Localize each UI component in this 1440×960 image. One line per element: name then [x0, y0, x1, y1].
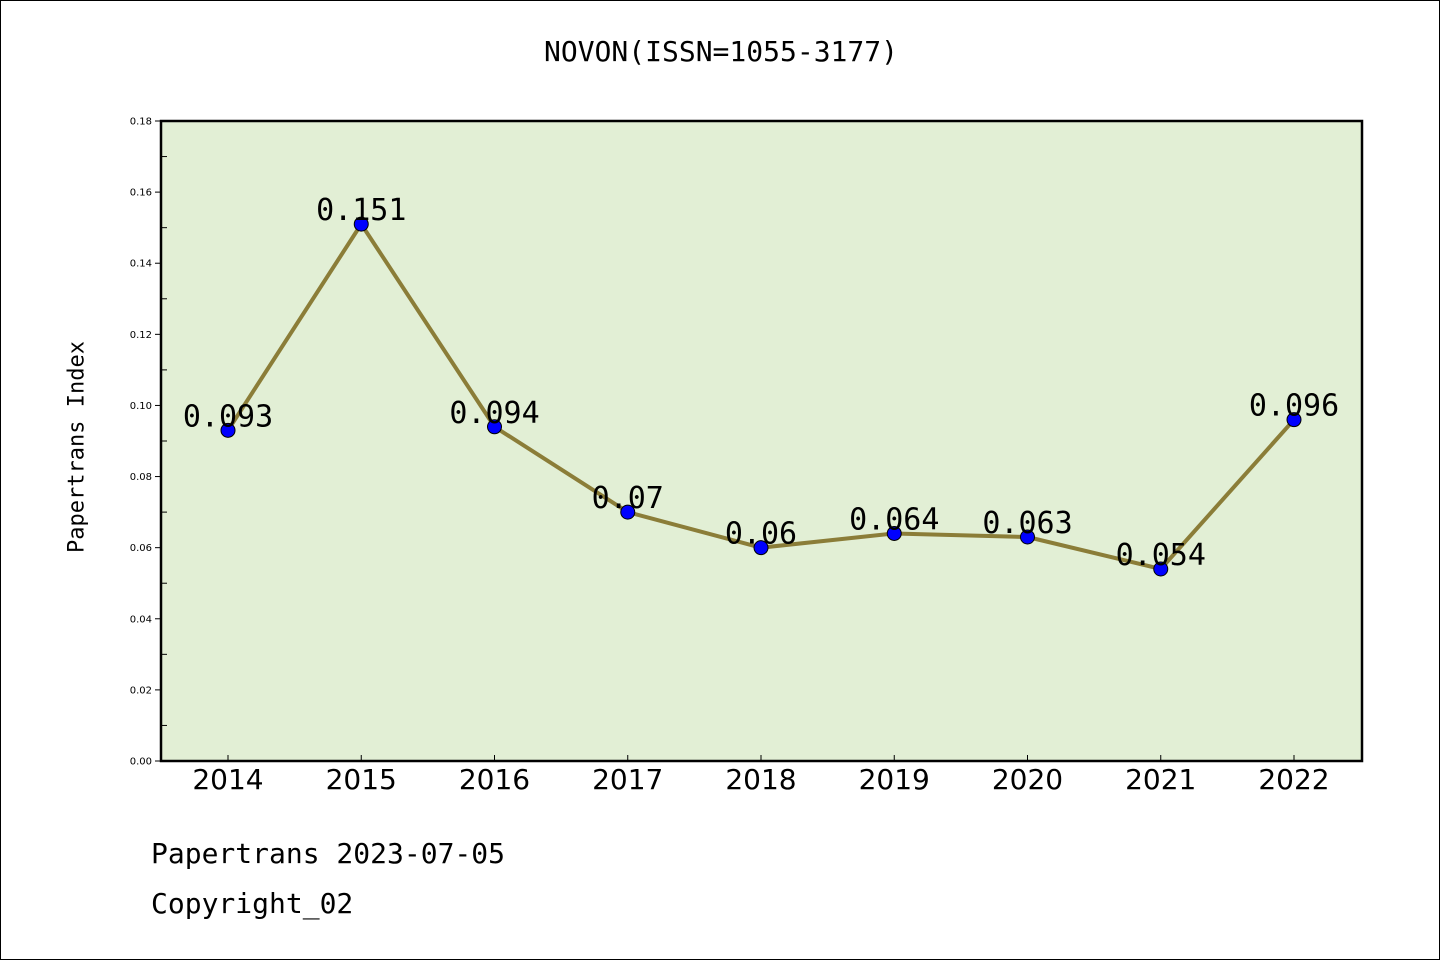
data-label: 0.064 [849, 502, 939, 537]
x-axis: 2014 2015 2016 2017 2018 2019 2020 2021 2022 [192, 755, 1330, 796]
y-tick-label: 0.18 [130, 117, 152, 128]
data-label: 0.094 [449, 396, 539, 431]
data-point [220, 422, 236, 438]
chart-title: NOVON(ISSN=1055-3177) [543, 35, 898, 68]
data-point [353, 216, 369, 232]
data-point [487, 419, 502, 435]
x-tick-label: 2022 [1258, 763, 1329, 796]
x-tick-label: 2015 [326, 763, 397, 796]
data-label: 0.151 [316, 193, 406, 228]
data-point [1153, 561, 1169, 577]
data-point [620, 504, 636, 520]
y-tick-label: 0.08 [130, 472, 152, 483]
x-tick-label: 2021 [1125, 763, 1196, 796]
y-tick-label: 0.10 [130, 401, 152, 412]
y-tick-label: 0.12 [130, 330, 152, 341]
footer-copyright: Copyright_02 [151, 887, 354, 920]
x-tick-label: 2019 [859, 763, 930, 796]
data-point [886, 525, 902, 541]
data-labels: 0.093 0.151 0.094 0.07 0.06 0.064 0.063 0.054 0.… [183, 193, 1339, 573]
data-label: 0.093 [183, 399, 273, 434]
data-label: 0.07 [592, 481, 664, 516]
data-label: 0.063 [982, 506, 1072, 541]
x-tick-label: 2017 [592, 763, 663, 796]
y-tick-label: 0.16 [130, 188, 152, 199]
y-tick-label: 0.00 [130, 757, 152, 768]
data-label: 0.054 [1116, 538, 1206, 573]
data-point [753, 540, 769, 556]
x-tick-label: 2016 [459, 763, 530, 796]
y-tick-label: 0.04 [130, 614, 152, 625]
x-tick-label: 2018 [725, 763, 796, 796]
y-tick-label: 0.14 [130, 259, 152, 270]
data-point [1286, 412, 1302, 428]
data-points [220, 216, 1302, 577]
data-point [1020, 529, 1035, 545]
y-tick-label: 0.06 [130, 543, 152, 554]
plot-border [159, 119, 1364, 763]
x-tick-label: 2014 [192, 763, 263, 796]
data-label: 0.06 [725, 517, 797, 552]
footer-date: Papertrans 2023-07-05 [151, 837, 506, 870]
x-tick-label: 2020 [992, 763, 1063, 796]
y-axis: 0.00 0.02 0.04 0.06 0.08 0.10 0.12 0.14 0.16 0.18 [130, 117, 167, 768]
data-label: 0.096 [1249, 389, 1339, 424]
y-tick-label: 0.02 [130, 685, 152, 696]
